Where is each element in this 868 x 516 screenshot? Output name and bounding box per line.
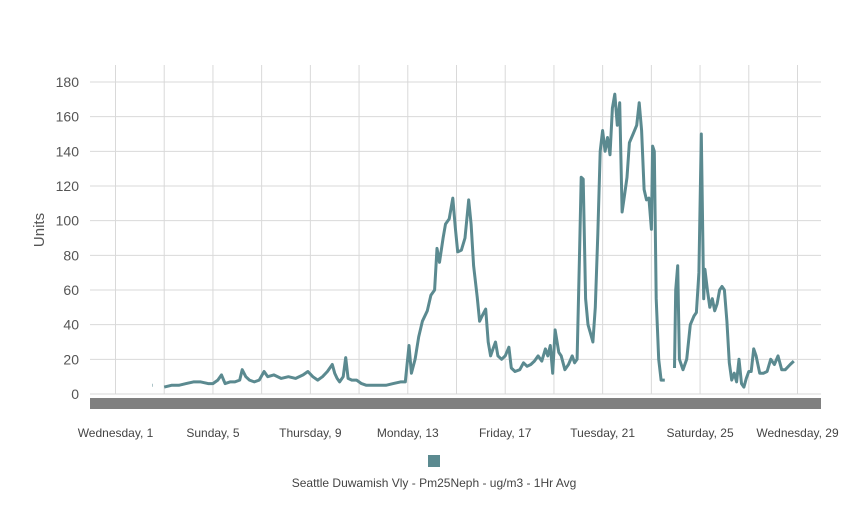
y-tick-label: 40 [63,317,79,333]
x-tick-label: Thursday, 9 [279,426,342,440]
x-tick-label: Wednesday, 1 [78,426,154,440]
y-tick-label: 20 [63,351,79,367]
y-tick-label: 0 [71,386,79,402]
series-group [152,92,795,389]
series-line[interactable] [163,92,665,389]
legend-swatch[interactable] [428,455,440,467]
legend-label[interactable]: Seattle Duwamish Vly - Pm25Neph - ug/m3 … [291,476,577,490]
x-tick-label: Sunday, 5 [186,426,239,440]
x-tick-label: Friday, 17 [479,426,532,440]
y-tick-label: 80 [63,247,79,263]
y-tick-label: 140 [56,143,80,159]
y-tick-label: 100 [56,213,80,229]
x-tick-label: Saturday, 25 [666,426,733,440]
y-tick-label: 60 [63,282,79,298]
x-tick-label: Tuesday, 21 [570,426,635,440]
x-tick-label: Wednesday, 29 [756,426,839,440]
y-tick-label: 120 [56,178,80,194]
y-tick-label: 180 [56,74,80,90]
legend[interactable]: Seattle Duwamish Vly - Pm25Neph - ug/m3 … [0,454,868,490]
y-tick-label: 160 [56,109,80,125]
series-line[interactable] [673,132,795,389]
x-axis: Wednesday, 1 Sunday, 5 Thursday, 9 Monday, … [78,426,839,440]
y-axis: 0 20 40 60 80 100 120 140 160 180 [56,74,80,402]
y-axis-label: Units [31,213,48,247]
x-tick-label: Monday, 13 [377,426,439,440]
navigator-bar[interactable] [90,398,821,409]
